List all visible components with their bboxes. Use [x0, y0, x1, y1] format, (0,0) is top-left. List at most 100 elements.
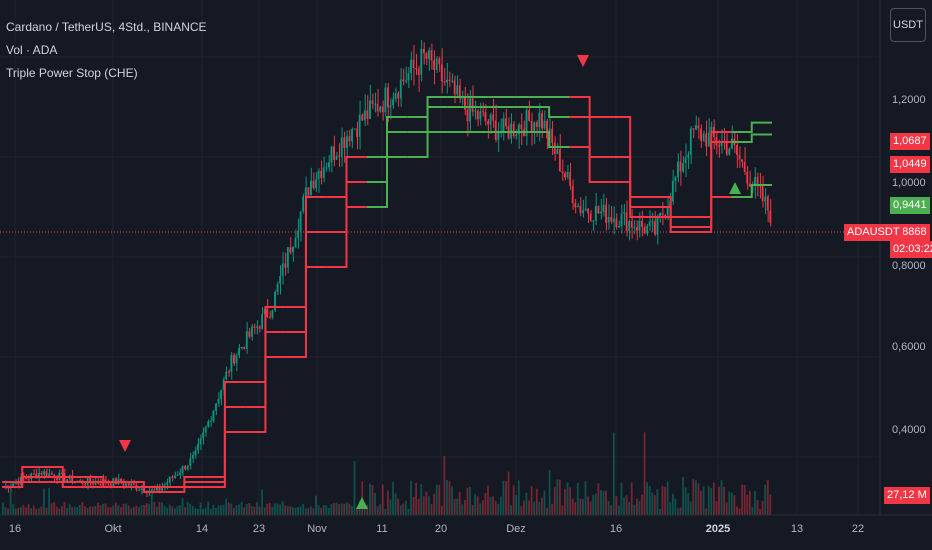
x-tick-label: Nov — [307, 523, 327, 535]
currency-button[interactable]: USDT — [890, 8, 926, 42]
volume-bar — [612, 432, 615, 515]
stop-line-segment — [366, 156, 408, 208]
candle-body — [199, 438, 202, 445]
candle-body — [451, 80, 453, 82]
volume-bar — [710, 488, 713, 515]
volume-bar — [286, 506, 289, 515]
candle-body — [558, 149, 561, 172]
candle-body — [515, 134, 518, 137]
candle-body — [553, 142, 556, 154]
candle-body — [702, 133, 705, 141]
candle-body — [268, 316, 271, 318]
volume-bar — [256, 501, 258, 515]
candle-body — [428, 50, 430, 59]
candle-body — [546, 120, 548, 139]
volume-bar — [145, 503, 148, 515]
candle-body — [605, 204, 607, 223]
candle-body — [492, 114, 494, 121]
volume-bar — [89, 506, 92, 515]
volume-bar — [515, 494, 518, 515]
volume-bar — [345, 502, 348, 515]
volume-bar — [412, 496, 415, 515]
volume-bar — [9, 492, 12, 515]
candle-body — [425, 53, 428, 59]
volume-bar — [253, 506, 256, 515]
candle-body — [543, 120, 546, 129]
candle-body — [302, 196, 305, 212]
candle-body — [248, 331, 251, 337]
volume-bar — [104, 503, 107, 515]
volume-bar — [510, 505, 512, 515]
volume-bar — [679, 507, 682, 515]
candle-body — [579, 205, 582, 214]
volume-bar — [682, 477, 684, 515]
volume-bar — [507, 471, 510, 515]
volume-bar — [325, 505, 328, 515]
volume-bar — [307, 508, 310, 515]
volume-bar — [618, 505, 620, 515]
volume-bar — [297, 506, 299, 515]
volume-bar — [476, 496, 479, 515]
volume-bar — [281, 501, 284, 515]
volume-bar — [587, 496, 589, 515]
candle-body — [623, 212, 625, 214]
y-tick-label: 0,8000 — [892, 260, 926, 272]
candle-body — [356, 128, 358, 138]
volume-bar — [399, 505, 402, 515]
candle-body — [584, 208, 587, 211]
candle-body — [322, 167, 325, 178]
candle-body — [402, 79, 405, 82]
symbol-title[interactable]: Cardano / TetherUS, 4Std., BINANCE — [6, 20, 207, 34]
candle-body — [466, 109, 469, 122]
candle-body — [358, 114, 361, 138]
candle-body — [618, 225, 620, 228]
volume-bar — [102, 503, 104, 515]
candle-body — [353, 128, 356, 130]
volume-bar — [738, 508, 741, 515]
volume-bar — [574, 502, 577, 515]
volume-bar — [505, 481, 507, 515]
volume-bar — [543, 490, 546, 515]
volume-bar — [602, 490, 605, 515]
volume-bar — [479, 503, 482, 515]
volume-bar — [720, 480, 723, 515]
candle-body — [243, 346, 246, 350]
candle-body — [435, 58, 438, 71]
candle-body — [366, 110, 369, 119]
candle-body — [258, 326, 261, 329]
candle-body — [592, 220, 595, 222]
volume-bar — [107, 507, 109, 515]
volume-bar — [153, 502, 156, 515]
volume-bar — [130, 508, 133, 515]
indicator-legend[interactable]: Triple Power Stop (CHE) — [6, 66, 138, 80]
volume-legend[interactable]: Vol · ADA — [6, 43, 58, 57]
volume-tag: 27,12 M — [884, 487, 930, 504]
candle-body — [376, 103, 379, 112]
volume-bar — [538, 501, 541, 515]
volume-bar — [471, 504, 474, 515]
volume-bar — [687, 492, 690, 515]
volume-bar — [566, 482, 569, 515]
volume-bar — [330, 504, 333, 515]
volume-bar — [266, 503, 269, 515]
candle-body — [166, 482, 169, 485]
candle-body — [253, 326, 256, 328]
volume-bar — [451, 486, 453, 515]
volume-bar — [492, 496, 494, 515]
volume-bar — [630, 482, 633, 515]
candle-body — [286, 247, 289, 268]
volume-bar — [746, 495, 749, 515]
volume-bar — [243, 507, 246, 515]
stop-line-segment — [528, 106, 570, 118]
volume-bar — [197, 508, 199, 515]
volume-bar — [186, 501, 189, 515]
volume-bar — [571, 498, 574, 515]
volume-bar — [45, 507, 48, 515]
volume-bar — [248, 503, 251, 515]
candle-body — [761, 185, 764, 202]
candle-body — [202, 432, 204, 439]
candle-body — [351, 129, 353, 142]
volume-bar — [315, 495, 317, 515]
volume-bar — [12, 504, 15, 515]
